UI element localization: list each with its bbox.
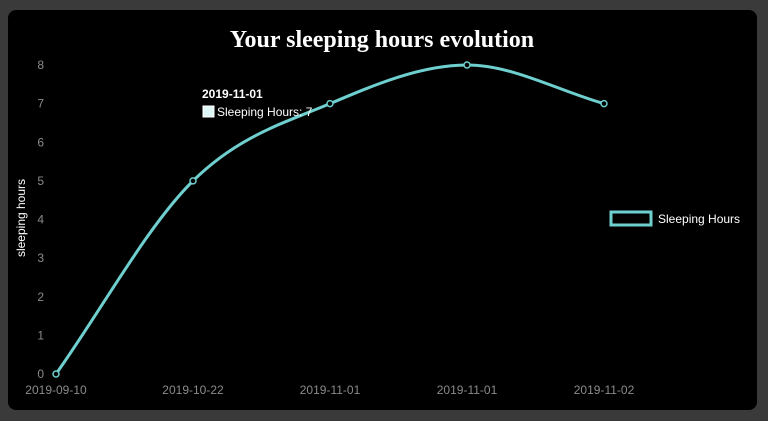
series-line-sleeping-hours: [54, 63, 605, 375]
y-tick-label: 2: [37, 290, 44, 304]
data-point[interactable]: [600, 99, 608, 108]
y-tick-label: 7: [37, 97, 44, 111]
y-tick-label: 6: [37, 135, 44, 149]
data-point[interactable]: [463, 61, 471, 69]
y-axis-label: sleeping hours: [14, 179, 28, 257]
chart-card: Your sleeping hours evolution sleeping h…: [8, 10, 757, 410]
tooltip-swatch: [202, 105, 215, 118]
x-tick-label: 2019-09-10: [25, 383, 87, 397]
sleep-chart: Your sleeping hours evolution sleeping h…: [14, 27, 740, 397]
y-tick-label: 3: [37, 251, 44, 265]
y-axis: 0 1 2 3 4 5 6 7 8: [37, 58, 44, 381]
tooltip-title: 2019-11-01: [202, 87, 263, 101]
y-tick-label: 5: [37, 174, 44, 188]
chart-title: Your sleeping hours evolution: [230, 27, 534, 53]
x-axis: 2019-09-10 2019-10-22 2019-11-01 2019-11-01…: [25, 383, 634, 397]
y-tick-label: 8: [37, 58, 44, 72]
x-tick-label: 2019-11-01: [300, 383, 361, 397]
y-tick-label: 1: [37, 328, 44, 342]
tooltip-label: Sleeping Hours: 7: [217, 105, 313, 119]
data-points: [52, 61, 608, 378]
legend-label: Sleeping Hours: [658, 212, 740, 226]
y-tick-label: 4: [37, 213, 44, 227]
data-point[interactable]: [326, 99, 334, 108]
x-tick-label: 2019-10-22: [162, 383, 224, 397]
legend[interactable]: Sleeping Hours: [609, 210, 740, 227]
x-tick-label: 2019-11-01: [437, 383, 498, 397]
legend-swatch: [609, 210, 653, 227]
tooltip: 2019-11-01 Sleeping Hours: 7: [202, 87, 313, 119]
data-point[interactable]: [189, 177, 197, 185]
x-tick-label: 2019-11-02: [574, 383, 635, 397]
y-tick-label: 0: [37, 367, 44, 381]
data-point[interactable]: [52, 370, 60, 378]
